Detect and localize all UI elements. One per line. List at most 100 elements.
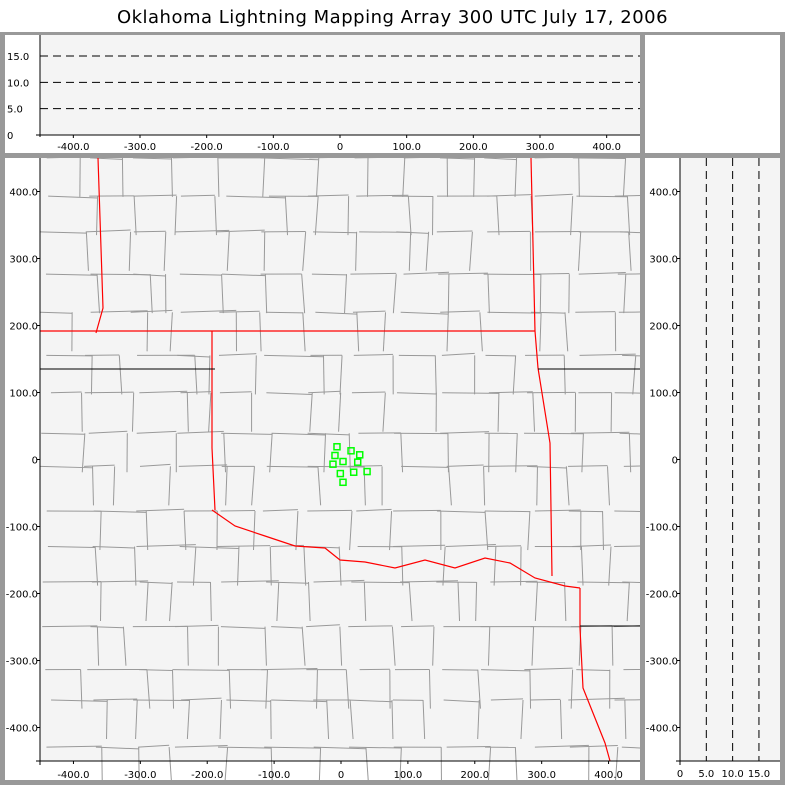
county-line (539, 312, 542, 352)
county-line (301, 274, 306, 314)
county-line (130, 309, 173, 313)
x-tick-label: 5.0 (698, 769, 714, 780)
county-line (348, 465, 383, 467)
county-line (139, 463, 171, 467)
y-tick-label: -200.0 (6, 590, 38, 601)
county-line (214, 196, 217, 236)
county-line (563, 355, 566, 395)
county-line (265, 669, 268, 709)
lightning-source-point (363, 467, 371, 476)
county-line (396, 392, 437, 395)
county-line (339, 626, 343, 666)
county-line (295, 511, 299, 551)
county-line (447, 274, 450, 314)
county-line (226, 195, 286, 199)
x-tick-label: 0 (677, 769, 683, 780)
y-tick-label: 10.0 (7, 78, 29, 89)
county-line (355, 231, 358, 271)
county-line (221, 432, 273, 435)
county-line (180, 697, 222, 701)
county-line (626, 196, 631, 236)
county-line (145, 582, 149, 622)
county-line (132, 157, 172, 160)
county-line (50, 391, 82, 394)
county-line (425, 231, 430, 271)
county-line (302, 312, 306, 352)
county-line (400, 311, 449, 315)
county-line (121, 157, 124, 197)
county-line (436, 510, 486, 513)
county-line (228, 669, 232, 709)
y-tick-label: 0 (672, 456, 678, 467)
county-line (139, 581, 173, 584)
county-line (92, 546, 135, 549)
county-line (539, 274, 542, 314)
county-line (530, 698, 561, 701)
county-line (138, 744, 170, 748)
altitude-vs-y-panel: 0 5.0 10.0 15.0 -400.0 -300.0 -200.0 -100.0 0 100… (645, 158, 780, 780)
altitude-vs-x-plot: -400.0 -300.0 -200.0 -100.0 0 100.0 200.0 300.0… (7, 35, 640, 153)
county-line (487, 747, 492, 785)
county-line (578, 157, 580, 197)
county-line (302, 231, 307, 271)
county-line (534, 744, 589, 748)
county-line (40, 231, 87, 234)
county-line (533, 273, 570, 275)
county-line (475, 582, 478, 622)
county-line (400, 580, 459, 583)
county-line (326, 699, 330, 740)
county-line (146, 669, 151, 709)
county-line (177, 430, 224, 434)
x-tick-label: 100.0 (392, 142, 421, 153)
county-line (259, 312, 262, 352)
county-line (169, 312, 173, 352)
county-line (477, 669, 481, 709)
county-line (438, 272, 488, 275)
county-line (134, 546, 137, 586)
county-line (338, 392, 342, 432)
county-line (382, 312, 387, 352)
county-line (218, 353, 257, 356)
lightning-source-point (347, 447, 355, 455)
county-line (265, 311, 303, 314)
county-line (351, 581, 410, 584)
county-line (487, 545, 522, 548)
x-tick-label: 400.0 (592, 142, 621, 153)
county-line (88, 430, 128, 434)
county-line (170, 157, 173, 197)
county-line (578, 271, 626, 275)
county-line (432, 626, 435, 666)
county-line (569, 745, 618, 748)
county-line (219, 391, 252, 394)
county-line (441, 352, 475, 356)
county-line (217, 157, 220, 197)
county-line (172, 669, 175, 709)
county-line (209, 582, 212, 622)
county-line (42, 625, 98, 628)
county-line (41, 432, 85, 435)
county-line (469, 231, 473, 271)
county-line (174, 745, 228, 748)
county-line (271, 544, 304, 548)
x-tick-label: -300.0 (124, 142, 156, 153)
county-line (81, 433, 86, 473)
plot-area (40, 35, 640, 135)
county-line (564, 312, 569, 352)
county-line (446, 312, 449, 352)
county-line (45, 273, 98, 276)
x-tick-label: 15.0 (748, 769, 770, 780)
county-line (264, 746, 321, 749)
county-line (442, 546, 446, 586)
county-line (484, 510, 530, 513)
county-line (524, 667, 573, 671)
county-line (264, 626, 267, 666)
lightning-source-point (329, 460, 337, 468)
state-border (95, 157, 104, 334)
county-line (122, 626, 127, 666)
y-tick-label: 300.0 (9, 255, 38, 266)
state-border (211, 331, 216, 511)
county-line (99, 511, 102, 551)
county-line (487, 194, 532, 197)
county-line (187, 626, 189, 666)
county-line (353, 353, 394, 356)
